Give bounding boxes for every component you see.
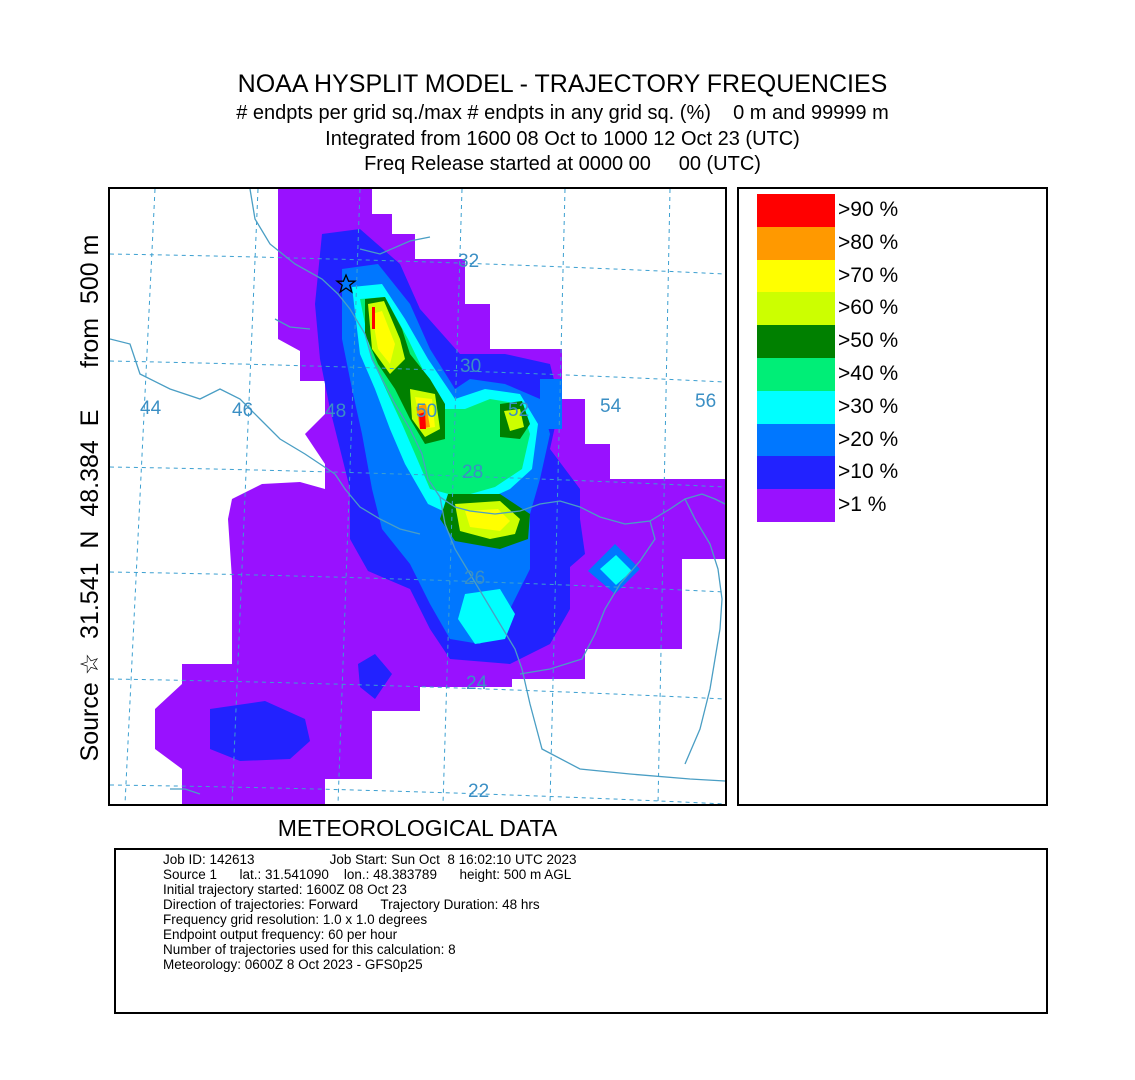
legend-swatch (757, 292, 835, 326)
legend-item: >70 % (757, 259, 1037, 293)
legend-label: >1 % (838, 493, 887, 517)
contour-20pct-blob (540, 379, 562, 429)
legend-swatch (757, 259, 835, 293)
info-line-output-frequency: Endpoint output frequency: 60 per hour (163, 927, 398, 942)
map-title: NOAA HYSPLIT MODEL - TRAJECTORY FREQUENC… (237, 70, 888, 98)
info-line-trajectory-count: Number of trajectories used for this cal… (163, 942, 456, 957)
legend-item: >1 % (757, 489, 1037, 523)
legend-swatch (757, 358, 835, 391)
contour-10pct-s (358, 654, 392, 699)
lon-label-48: 48 (325, 401, 346, 422)
source-location-label: Source ☆ 31.541 N 48.384 E from 500 m (76, 234, 104, 762)
map-panel: 44 46 48 50 52 54 56 32 30 28 26 24 22 (108, 187, 727, 806)
info-line-job-id: Job ID: 142613 Job Start: Sun Oct 8 16:0… (163, 852, 577, 867)
contour-90pct (419, 412, 426, 429)
lon-label-44: 44 (140, 398, 162, 419)
legend-label: >20 % (838, 427, 899, 451)
legend-swatch (757, 325, 835, 359)
contour-30pct-east (600, 555, 632, 585)
frequency-map: 44 46 48 50 52 54 56 32 30 28 26 24 22 (110, 189, 725, 804)
lat-label-22: 22 (468, 781, 489, 802)
contour-10pct-sw (210, 701, 310, 761)
lat-label-26: 26 (464, 568, 485, 589)
star-outline-icon (335, 273, 357, 294)
info-line-direction: Direction of trajectories: Forward Traje… (163, 897, 540, 912)
legend-item: >40 % (757, 358, 1037, 391)
legend-item: >80 % (757, 226, 1037, 260)
legend-item: >30 % (757, 390, 1037, 424)
lat-label-24: 24 (466, 673, 488, 694)
contour-60pct-east (504, 409, 524, 431)
info-line-source: Source 1 lat.: 31.541090 lon.: 48.383789… (163, 867, 572, 882)
lat-label-28: 28 (462, 462, 483, 483)
legend-label: >50 % (838, 329, 899, 353)
info-line-meteorology: Meteorology: 0600Z 8 Oct 2023 - GFS0p25 (163, 957, 423, 972)
contour-70pct-south (465, 509, 510, 531)
map-subtitle: # endpts per grid sq./max # endpts in an… (236, 102, 889, 124)
legend-item: >50 % (757, 325, 1037, 359)
contour-70pct (372, 311, 395, 364)
legend-item: >60 % (757, 292, 1037, 326)
contour-90pct-north (372, 307, 375, 329)
graticule (110, 189, 725, 804)
integration-period: Integrated from 1600 08 Oct to 1000 12 O… (325, 128, 800, 150)
legend-label: >90 % (838, 198, 899, 221)
lon-label-46: 46 (232, 400, 253, 421)
contour-30pct-south (458, 589, 515, 644)
legend-label: >40 % (838, 362, 899, 385)
legend-swatch (757, 390, 835, 424)
latitude-labels: 32 30 28 26 24 22 (458, 251, 489, 802)
legend-item: >10 % (757, 456, 1037, 490)
legend-item: >90 % (757, 194, 1037, 227)
legend-swatch (757, 423, 835, 457)
lon-label-54: 54 (600, 396, 622, 417)
legend-label: >30 % (838, 394, 899, 418)
lon-label-56: 56 (695, 391, 716, 412)
legend-label: >10 % (838, 460, 899, 484)
legend-swatch (757, 194, 835, 227)
legend-item: >20 % (757, 423, 1037, 457)
lat-label-32: 32 (458, 251, 479, 272)
lon-label-50: 50 (416, 401, 437, 422)
info-line-grid-resolution: Frequency grid resolution: 1.0 x 1.0 deg… (163, 912, 428, 927)
legend-label: >60 % (838, 296, 899, 320)
info-line-start: Initial trajectory started: 1600Z 08 Oct… (163, 882, 407, 897)
legend-panel: >90 % >80 % >70 % >60 % >50 % >40 % >30 % >20 %… (737, 187, 1048, 806)
legend-label: >80 % (838, 230, 899, 254)
legend-swatch (757, 489, 835, 523)
legend-swatch (757, 456, 835, 490)
lon-label-52: 52 (508, 400, 529, 421)
lat-label-30: 30 (460, 356, 481, 377)
legend-label: >70 % (838, 263, 899, 287)
legend-swatch (757, 226, 835, 260)
meteorological-data-label: METEOROLOGICAL DATA (277, 815, 558, 841)
longitude-labels: 44 46 48 50 52 54 56 (140, 391, 716, 422)
coastlines (110, 189, 725, 795)
release-info: Freq Release started at 0000 00 00 (UTC) (364, 153, 761, 175)
job-info-box: Job ID: 142613 Job Start: Sun Oct 8 16:0… (114, 848, 1048, 1014)
